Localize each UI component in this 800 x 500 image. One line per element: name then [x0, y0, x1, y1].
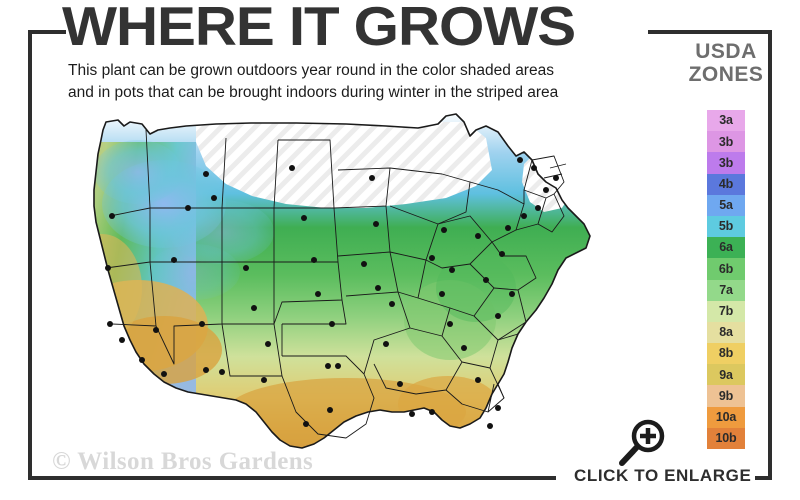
legend-swatch-label: 6a — [719, 240, 733, 255]
legend-swatch-6a-6: 6a — [707, 237, 745, 259]
map-outline — [93, 113, 591, 449]
legend-swatch-label: 9a — [719, 367, 733, 382]
magnifier-plus-icon[interactable] — [614, 418, 670, 468]
legend-swatch-9b-13: 9b — [707, 385, 745, 407]
map-shading — [94, 114, 590, 448]
legend-swatch-10a-14: 10a — [707, 406, 745, 428]
legend-swatch-label: 3a — [719, 113, 733, 128]
legend-swatch-5a-4: 5a — [707, 194, 745, 216]
frame-border-top-right — [648, 30, 772, 34]
legend-swatch-label: 3b — [718, 134, 734, 149]
legend-heading-line-1: USDA — [695, 40, 757, 63]
city-dots — [105, 157, 559, 429]
legend-swatch-label: 10b — [715, 431, 737, 446]
legend-swatch-label: 7a — [719, 282, 733, 297]
legend-swatch-label: 10a — [715, 409, 737, 424]
frame-border-top-left — [28, 30, 66, 34]
frame-border-right — [768, 30, 772, 480]
legend-swatch-label: 4b — [718, 176, 734, 191]
state-boundaries — [105, 129, 567, 439]
legend-swatch-10b-15: 10b — [707, 427, 745, 449]
watermark: © Wilson Bros Gardens — [52, 448, 314, 475]
legend-swatch-3b-2: 3b — [707, 152, 745, 174]
legend-swatch-7a-8: 7a — [707, 279, 745, 301]
legend-swatch-label: 6b — [718, 261, 734, 276]
legend-swatch-label: 3b — [718, 155, 734, 170]
frame-border-bottom-left — [28, 476, 556, 480]
usda-zone-legend: 3a 3b 3b 4b 5a 5b 6a 6b 7a 7b 8a 8b 9a 9b 10a 10b — [707, 110, 745, 449]
legend-heading: USDA ZONES — [676, 40, 776, 86]
legend-swatch-8b-11: 8b — [707, 343, 745, 365]
legend-swatch-7b-9: 7b — [707, 300, 745, 322]
legend-swatch-9a-12: 9a — [707, 364, 745, 386]
legend-swatch-6b-7: 6b — [707, 258, 745, 280]
legend-swatch-label: 7b — [718, 304, 734, 319]
legend-swatch-label: 5a — [719, 198, 733, 213]
subtitle-line-2: and in pots that can be brought indoors … — [68, 84, 559, 101]
legend-swatch-label: 9b — [718, 388, 734, 403]
legend-swatch-label: 8a — [719, 325, 733, 340]
frame-border-left — [28, 30, 32, 480]
legend-swatch-label: 5b — [718, 219, 734, 234]
legend-heading-line-2: ZONES — [688, 63, 764, 86]
click-to-enlarge-label[interactable]: CLICK TO ENLARGE — [570, 466, 756, 486]
map-svg — [93, 113, 591, 449]
legend-swatch-5b-5: 5b — [707, 215, 745, 238]
subtitle-line-1: This plant can be grown outdoors year ro… — [68, 62, 554, 79]
legend-swatch-3b-1: 3b — [707, 131, 745, 153]
hardiness-zone-map[interactable] — [46, 112, 646, 452]
legend-swatch-3a-0: 3a — [707, 110, 745, 132]
legend-swatch-label: 8b — [718, 346, 734, 361]
legend-swatch-8a-10: 8a — [707, 321, 745, 344]
page-title: WHERE IT GROWS — [62, 0, 576, 57]
legend-swatch-4b-3: 4b — [707, 173, 745, 195]
subtitle-text: This plant can be grown outdoors year ro… — [68, 60, 628, 104]
